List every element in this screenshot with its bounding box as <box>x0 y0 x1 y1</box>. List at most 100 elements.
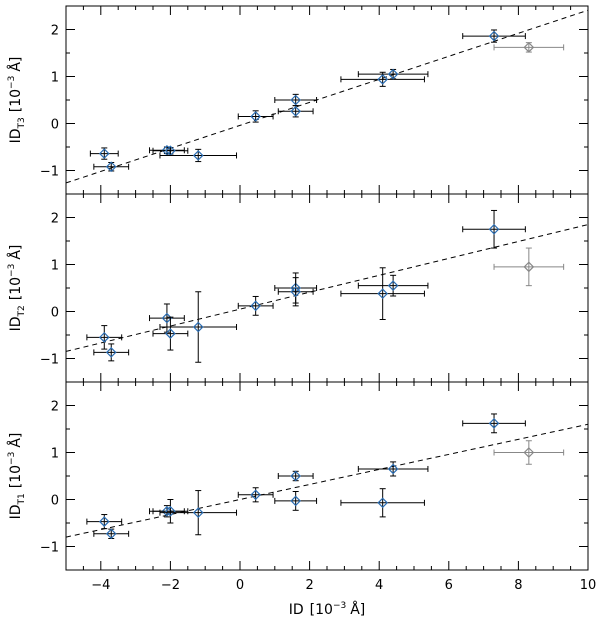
y-tick-label: −1 <box>40 353 59 368</box>
data-point <box>159 490 238 536</box>
fit-line <box>66 224 588 352</box>
data-point <box>237 110 274 123</box>
y-tick-label: 1 <box>51 259 59 274</box>
x-tick-label: −4 <box>91 578 110 593</box>
data-point <box>93 528 130 540</box>
x-axis-label-unit-suffix: Å] <box>350 601 365 618</box>
panel-frame <box>65 193 589 383</box>
x-tick-label: 6 <box>445 578 453 593</box>
y-axis-label: IDT3 [10−3 Å] <box>7 57 27 144</box>
y-tick-label: 2 <box>51 24 59 39</box>
y-tick-label: 0 <box>51 118 59 133</box>
x-axis-label: ID [10−3 Å] <box>289 601 366 618</box>
y-axis-label-unit-suffix: Å] <box>7 245 24 260</box>
data-point <box>340 267 425 320</box>
y-axis-label-unit-suffix: Å] <box>7 57 24 72</box>
data-point <box>277 105 314 118</box>
data-point <box>274 491 318 511</box>
y-axis-label-base: ID <box>8 316 24 331</box>
y-tick-label: 2 <box>51 400 59 415</box>
diamond-marker <box>387 280 399 291</box>
y-tick-label: 0 <box>51 306 59 321</box>
diamond-marker <box>98 332 110 343</box>
y-axis-label-unit-prefix: [10 <box>8 277 24 300</box>
x-axis-label-exponent: −3 <box>333 601 346 611</box>
diamond-marker <box>105 161 117 173</box>
diamond-marker <box>488 30 500 42</box>
diamond-marker <box>250 489 262 501</box>
fit-line <box>66 423 588 538</box>
diamond-marker <box>387 463 399 475</box>
data-point <box>237 295 274 316</box>
diamond-marker <box>161 312 173 324</box>
data-point <box>340 488 425 518</box>
diamond-marker <box>488 418 500 429</box>
data-point <box>93 343 130 362</box>
diamond-marker <box>165 328 176 339</box>
data-point <box>462 29 526 43</box>
diamond-marker <box>387 68 399 80</box>
diamond-marker <box>105 528 117 540</box>
y-axis-label-subscript: T1 <box>17 493 27 505</box>
data-point <box>357 274 429 297</box>
y-tick-label: 1 <box>51 447 59 462</box>
x-axis-label-base: ID <box>289 602 304 618</box>
diamond-marker <box>290 470 302 482</box>
diamond-marker <box>377 73 389 85</box>
y-axis-label-exponent: −3 <box>7 76 17 89</box>
y-tick-label: 0 <box>51 494 59 509</box>
fit-line <box>66 9 588 184</box>
x-tick-label: 4 <box>375 578 383 593</box>
data-point <box>159 148 238 163</box>
data-point <box>152 499 189 524</box>
diamond-marker <box>377 497 389 509</box>
x-tick-label: 2 <box>305 578 313 593</box>
data-point <box>93 161 130 173</box>
panel-t3: −1 0 1 2 IDT3 [10−3 Å] <box>7 5 589 195</box>
y-tick-label: 1 <box>51 71 59 86</box>
diamond-marker <box>192 507 204 519</box>
panel-frame <box>65 5 589 195</box>
y-tick-label: −1 <box>40 541 59 556</box>
panel-t2: −1 0 1 2 IDT2 [10−3 Å] <box>7 193 589 383</box>
y-tick-label: −1 <box>40 165 59 180</box>
x-axis-label-unit-prefix: [10 <box>310 602 333 618</box>
diamond-marker <box>523 447 535 458</box>
y-axis-label-unit-prefix: [10 <box>8 465 24 488</box>
data-point <box>277 470 314 482</box>
data-point <box>89 147 119 160</box>
panel-frame <box>65 381 589 571</box>
data-point <box>357 68 429 80</box>
diamond-marker <box>290 94 302 106</box>
diamond-marker <box>250 300 262 312</box>
y-axis-label-unit-prefix: [10 <box>8 89 24 112</box>
y-axis-label: IDT1 [10−3 Å] <box>7 433 27 520</box>
data-point <box>277 277 314 307</box>
diamond-marker <box>165 505 176 517</box>
data-point <box>274 93 318 107</box>
data-point <box>86 325 123 350</box>
diamond-marker <box>523 261 535 273</box>
x-tick-label: −2 <box>161 578 180 593</box>
data-point <box>340 71 425 87</box>
data-point <box>152 316 189 351</box>
data-point <box>159 291 238 363</box>
diamond-marker <box>98 148 110 159</box>
y-axis-label-base: ID <box>8 128 24 143</box>
diamond-marker <box>192 150 204 161</box>
diamond-marker <box>192 321 204 333</box>
y-axis-label: IDT2 [10−3 Å] <box>7 245 27 332</box>
y-axis-label-base: ID <box>8 504 24 519</box>
diamond-marker <box>98 516 110 527</box>
diamond-marker <box>290 105 302 117</box>
diamond-marker <box>488 223 500 235</box>
x-tick-label: 0 <box>236 578 244 593</box>
diamond-marker <box>105 347 117 358</box>
y-axis-label-exponent: −3 <box>7 264 17 277</box>
diamond-marker <box>377 288 389 299</box>
data-point <box>462 413 526 434</box>
data-point <box>152 145 189 157</box>
data-point <box>86 514 123 530</box>
x-tick-label: 8 <box>514 578 522 593</box>
